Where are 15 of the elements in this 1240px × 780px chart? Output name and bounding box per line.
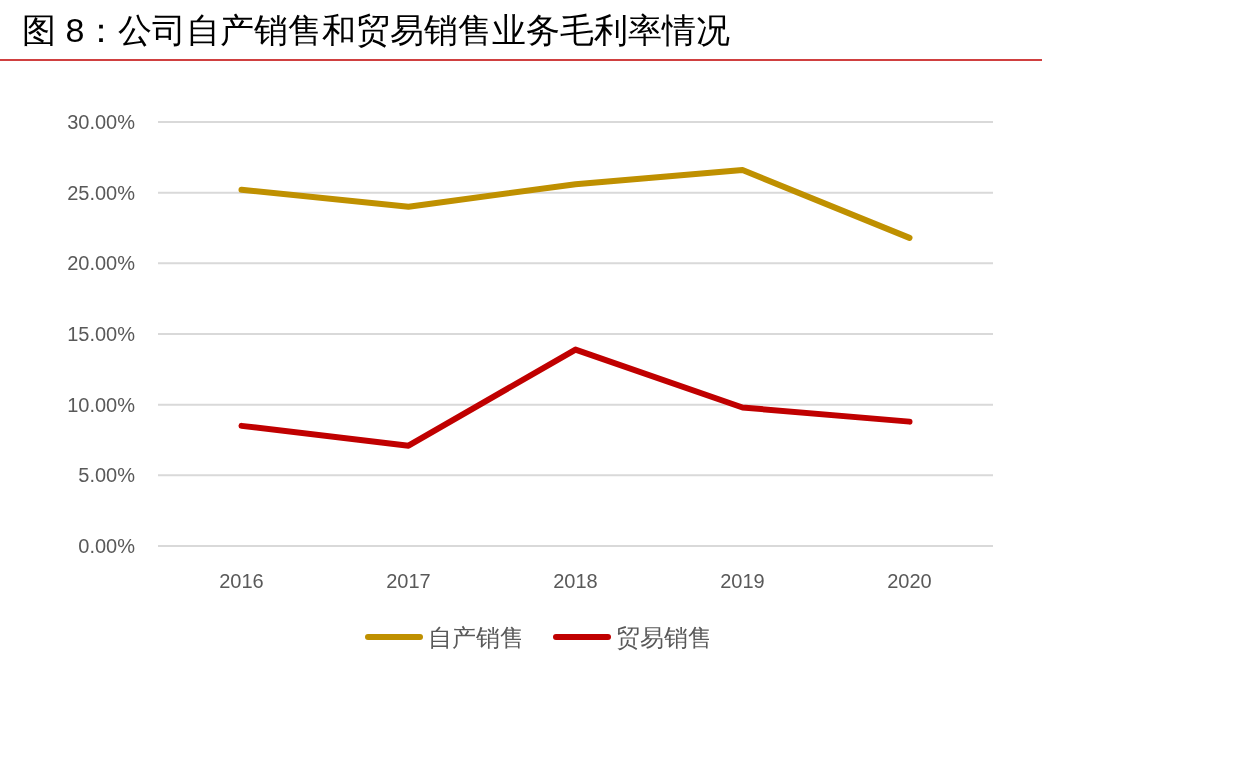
- y-tick-label: 0.00%: [78, 535, 136, 557]
- y-tick-label: 20.00%: [67, 252, 136, 275]
- x-tick-label: 2020: [887, 570, 932, 592]
- y-tick-label: 30.00%: [67, 111, 136, 133]
- x-tick-label: 2019: [720, 570, 765, 592]
- y-tick-label: 5.00%: [78, 464, 136, 487]
- legend-label: 自产销售: [428, 624, 524, 651]
- y-tick-label: 15.00%: [67, 323, 136, 345]
- legend-label: 贸易销售: [616, 624, 712, 651]
- x-tick-label: 2017: [386, 570, 431, 592]
- x-tick-label: 2016: [219, 570, 264, 592]
- x-tick-label: 2018: [553, 570, 598, 592]
- y-tick-label: 10.00%: [67, 393, 136, 416]
- chart-title: 图 8：公司自产销售和贸易销售业务毛利率情况: [22, 11, 731, 49]
- y-tick-label: 25.00%: [67, 181, 136, 204]
